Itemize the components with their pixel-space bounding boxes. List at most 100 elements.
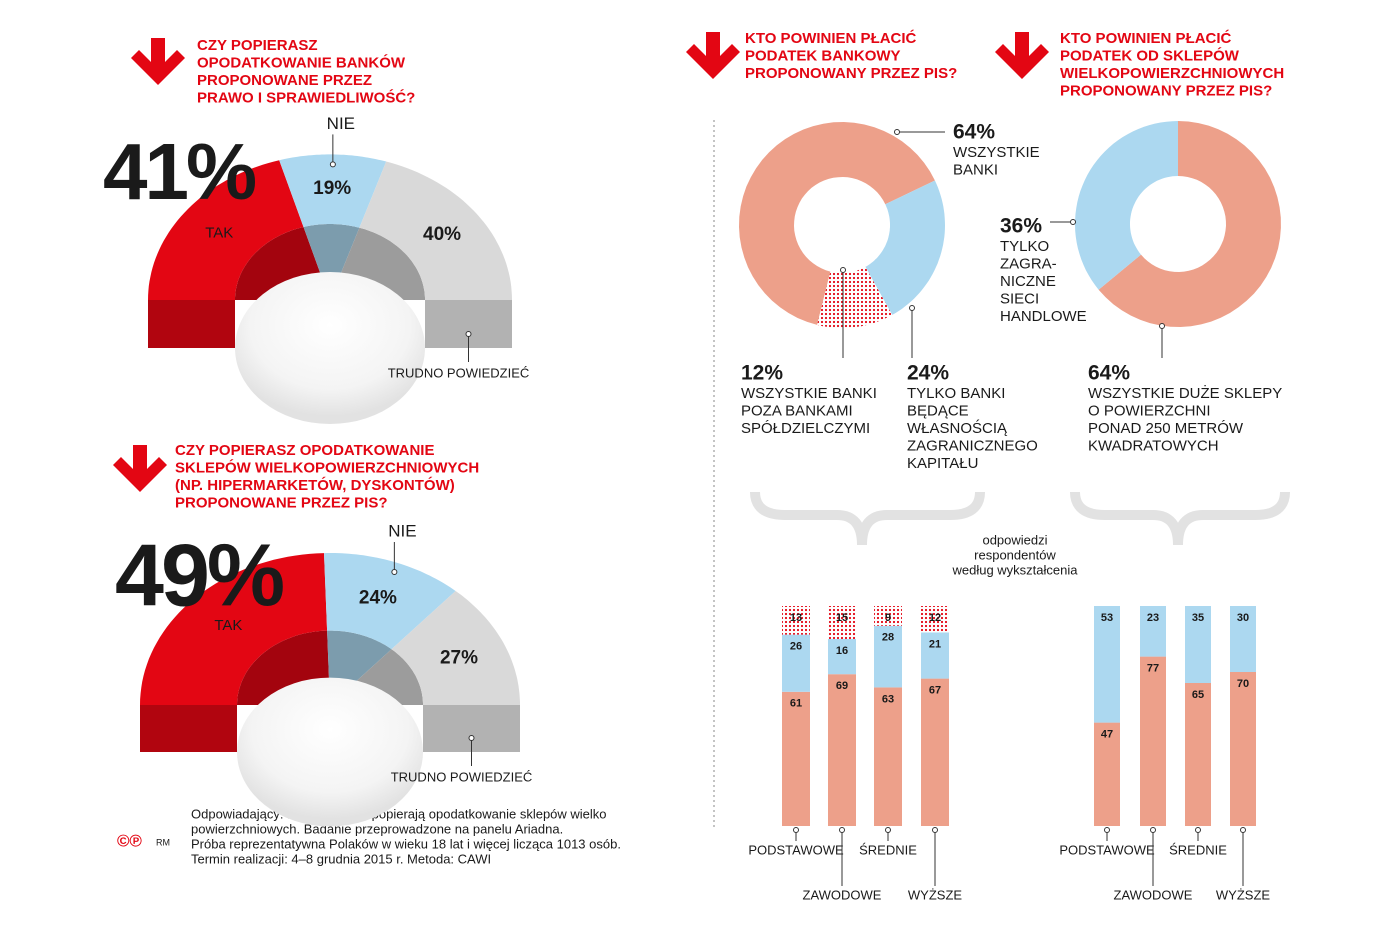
arrow-icon: [686, 32, 740, 79]
leader-dot: [840, 267, 846, 273]
chart-title: PROPONOWANE PRZEZ: [197, 72, 372, 89]
footnote: Próba reprezentatywna Polaków w wieku 18…: [191, 836, 621, 851]
value-label: 24%: [907, 362, 949, 385]
arrow-icon: [995, 32, 1049, 79]
value-label: 30: [1237, 612, 1249, 624]
bar-segment: [828, 674, 856, 826]
chart-title: KTO POWINIEN PŁACIĆ: [745, 29, 917, 47]
slice: [1075, 121, 1178, 290]
value-label: 16: [836, 645, 848, 657]
category-label: ZAGRANICZNEGO: [907, 437, 1038, 454]
value-label: 24%: [359, 588, 397, 609]
bar-segment: [828, 639, 856, 675]
chart-title: PROPONOWANY PRZEZ PIS?: [1060, 82, 1272, 99]
bar-segment: [874, 625, 902, 688]
slice: [359, 161, 512, 300]
value-label: 64%: [1088, 362, 1130, 385]
value-label: 21: [929, 638, 941, 650]
slice: [324, 553, 456, 650]
x-tick-label: PODSTAWOWE: [1059, 842, 1155, 857]
category-label: TAK: [214, 617, 242, 634]
bar-segment: [874, 606, 902, 626]
leader-dot: [465, 331, 472, 337]
category-label: NIE: [327, 114, 355, 133]
leader-dot: [1070, 219, 1076, 225]
category-label: SPÓŁDZIELCZYMI: [741, 420, 870, 437]
leader-dot: [1240, 827, 1246, 833]
value-label: 12%: [741, 362, 783, 385]
leader-dot: [391, 568, 398, 575]
chart-title: OPODATKOWANIE BANKÓW: [197, 53, 406, 71]
bar-segment: [1185, 606, 1211, 683]
x-tick-label: WYŻSZE: [908, 887, 962, 902]
category-label: KWADRATOWYCH: [1088, 437, 1219, 454]
big-value-label: 41%: [103, 127, 256, 216]
slice: [391, 591, 520, 705]
category-label: TRUDNO POWIEDZIEĆ: [391, 769, 533, 784]
x-tick-label: ZAWODOWE: [1114, 887, 1193, 902]
chart-title: CZY POPIERASZ OPODATKOWANIE: [175, 442, 434, 459]
leader-dot: [894, 129, 900, 135]
footnote: powierzchniowych. Badanie przeprowadzone…: [191, 821, 563, 836]
value-label: 15: [836, 612, 848, 624]
value-label: 67: [929, 685, 941, 697]
category-label: WSZYSTKIE DUŻE SKLEPY: [1088, 384, 1282, 402]
chart-title: SKLEPÓW WIELKOPOWIERZCHNIOWYCH: [175, 458, 479, 476]
category-label: PONAD 250 METRÓW: [1088, 420, 1244, 437]
leader-dot: [793, 827, 799, 833]
value-label: 63: [882, 693, 894, 705]
leader-dot: [909, 305, 915, 311]
category-label: NIE: [388, 521, 416, 540]
leg-front: [140, 705, 237, 752]
bar-segment: [1230, 606, 1256, 672]
category-label: BĘDĄCE: [907, 402, 969, 419]
bar-segment: [782, 691, 810, 826]
big-value-label: 49%: [115, 525, 283, 624]
value-label: 65: [1192, 689, 1204, 701]
bar-segment: [1094, 722, 1120, 826]
logo-text: RM: [156, 837, 170, 847]
value-label: 36%: [1000, 215, 1042, 238]
x-tick-label: PODSTAWOWE: [748, 842, 844, 857]
category-label: BANKI: [953, 161, 998, 178]
leader-dot: [932, 827, 938, 833]
value-label: 12: [929, 612, 941, 624]
slice: [865, 180, 945, 315]
category-label: WSZYSTKIE BANKI: [741, 385, 877, 402]
bar-segment: [1094, 606, 1120, 723]
chart-title: PROPONOWANY PRZEZ PIS?: [745, 65, 957, 82]
leader-dot: [329, 161, 336, 168]
category-label: O POWIERZCHNI: [1088, 402, 1211, 419]
value-label: 27%: [440, 647, 478, 668]
value-label: 40%: [423, 224, 461, 245]
category-label: POZA BANKAMI: [741, 402, 853, 419]
slice: [817, 266, 893, 328]
annotation: respondentów: [974, 547, 1056, 562]
x-tick-label: ŚREDNIE: [1169, 842, 1227, 857]
value-label: 61: [790, 698, 802, 710]
hole: [237, 677, 423, 827]
annotation: odpowiedzi: [982, 532, 1047, 547]
slice: [148, 160, 304, 300]
hole: [235, 272, 425, 424]
chart-title: PODATEK OD SKLEPÓW: [1060, 46, 1240, 64]
value-label: 35: [1192, 612, 1204, 624]
value-label: 53: [1101, 612, 1113, 624]
leader-dot: [1150, 827, 1156, 833]
value-label: 28: [882, 632, 894, 644]
category-label: WSZYSTKIE: [953, 144, 1040, 161]
leader-dot: [468, 735, 475, 741]
leader-dot: [839, 827, 845, 833]
bar-segment: [782, 606, 810, 635]
leg-front: [148, 300, 235, 348]
category-label: TRUDNO POWIEDZIEĆ: [388, 365, 530, 380]
leader-dot: [1159, 323, 1165, 329]
value-label: 19%: [313, 178, 351, 199]
x-tick-label: WYŻSZE: [1216, 887, 1270, 902]
bar-segment: [921, 632, 949, 679]
category-label: ZAGRA-: [1000, 255, 1057, 272]
category-label: SIECI: [1000, 290, 1039, 307]
logo: ©℗: [117, 831, 143, 850]
slice: [739, 122, 935, 325]
